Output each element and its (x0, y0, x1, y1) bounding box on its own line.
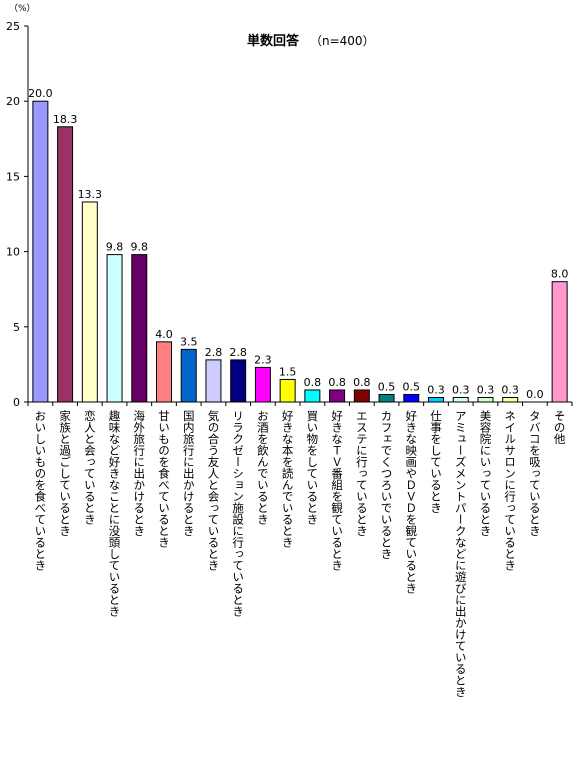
bar (254, 366, 271, 403)
category-label: タバコを吸っているとき (528, 410, 542, 537)
value-label: 0.3 (477, 383, 495, 396)
value-label: 20.0 (28, 87, 53, 100)
category-label: 趣味など好きなことに没頭しているとき (108, 409, 122, 617)
bar (156, 341, 172, 403)
value-label: 0.5 (403, 380, 421, 393)
y-tick-label: 25 (6, 20, 20, 33)
value-label: 4.0 (155, 328, 173, 341)
value-labels: 20.018.3 13.3 9.8 9.8 4.0 3.5 2.8 2.8 2.3 1.5 0.8 0… (28, 87, 568, 401)
category-label: カフェでくつろいでいるとき (380, 410, 394, 560)
chart-subtitle: （n=400） (310, 34, 375, 48)
bar (205, 359, 222, 403)
category-label: 仕事をしているとき (429, 410, 443, 514)
bar (353, 389, 370, 403)
category-label: エステに行っているとき (355, 410, 369, 537)
value-label: 1.5 (279, 365, 297, 378)
bar (304, 389, 321, 403)
value-label: 2.3 (254, 353, 272, 366)
bar (180, 348, 197, 403)
y-tick-label: 10 (6, 246, 20, 259)
bar (502, 396, 519, 403)
bar (551, 281, 568, 403)
value-label: 9.8 (131, 241, 149, 254)
bar (477, 396, 494, 403)
value-label: 9.8 (106, 241, 124, 254)
value-label: 0.3 (452, 383, 470, 396)
category-label: 家族と過ごしているとき (58, 409, 72, 536)
y-tick-label: 0 (13, 396, 20, 409)
category-label: 海外旅行に出かけるとき (132, 409, 146, 536)
bar (428, 396, 444, 403)
category-label: 好きなＴＶ番組を観ているとき (330, 409, 344, 571)
bar (131, 254, 148, 403)
y-axis-unit: （%） (9, 3, 36, 14)
bar (452, 396, 469, 403)
category-label: おいしいものを食べているとき (33, 410, 47, 571)
category-label: 国内旅行に出かけるとき (182, 410, 196, 537)
bar (57, 126, 74, 403)
category-label: 美容院にいっているとき (478, 409, 492, 536)
bar (329, 389, 346, 403)
category-label: ネイルサロンに行っているとき (503, 410, 517, 571)
value-label: 0.0 (526, 388, 544, 401)
bar (32, 100, 49, 403)
bar (81, 201, 98, 403)
bars (32, 100, 568, 403)
category-label: 好きな本を読んでいるとき (281, 409, 295, 548)
category-label: 買い物をしているとき (305, 410, 319, 525)
value-label: 0.3 (501, 383, 519, 396)
category-label: お酒を飲んでいるとき (256, 410, 270, 525)
category-label: 恋人と会っているとき (83, 409, 97, 525)
category-labels: おいしいものを食べているとき 家族と過ごしているとき 恋人と会っているとき 趣味など好… (33, 409, 566, 697)
value-label: 13.3 (78, 188, 103, 201)
value-label: 18.3 (53, 113, 78, 126)
value-label: 0.8 (304, 376, 322, 389)
bar (106, 254, 123, 403)
bar (403, 393, 420, 403)
value-label: 8.0 (551, 268, 569, 281)
value-label: 2.8 (229, 346, 247, 359)
value-label: 0.8 (353, 376, 371, 389)
y-tick-label: 15 (6, 170, 20, 183)
y-tick-label: 20 (6, 95, 20, 108)
category-label: 甘いものを食べているとき (157, 410, 171, 548)
bar (230, 359, 247, 403)
category-label: リラクゼーション施設に行っているとき (231, 410, 245, 617)
value-label: 0.8 (328, 376, 346, 389)
bar (279, 378, 296, 403)
value-label: 2.8 (205, 346, 223, 359)
value-label: 0.5 (378, 380, 396, 393)
y-tick-label: 5 (13, 321, 20, 334)
category-label: 好きな映画やＤＶＤを観ているとき (404, 409, 418, 594)
bar (378, 393, 395, 403)
category-label: その他 (553, 410, 567, 445)
category-label: 気の合う友人と会っているとき (206, 409, 220, 571)
value-label: 3.5 (180, 335, 198, 348)
value-label: 0.3 (427, 383, 445, 396)
chart-title: 単数回答 (247, 33, 300, 49)
category-label: アミューズメントパークなどに遊びに出かけているとき (454, 410, 468, 698)
